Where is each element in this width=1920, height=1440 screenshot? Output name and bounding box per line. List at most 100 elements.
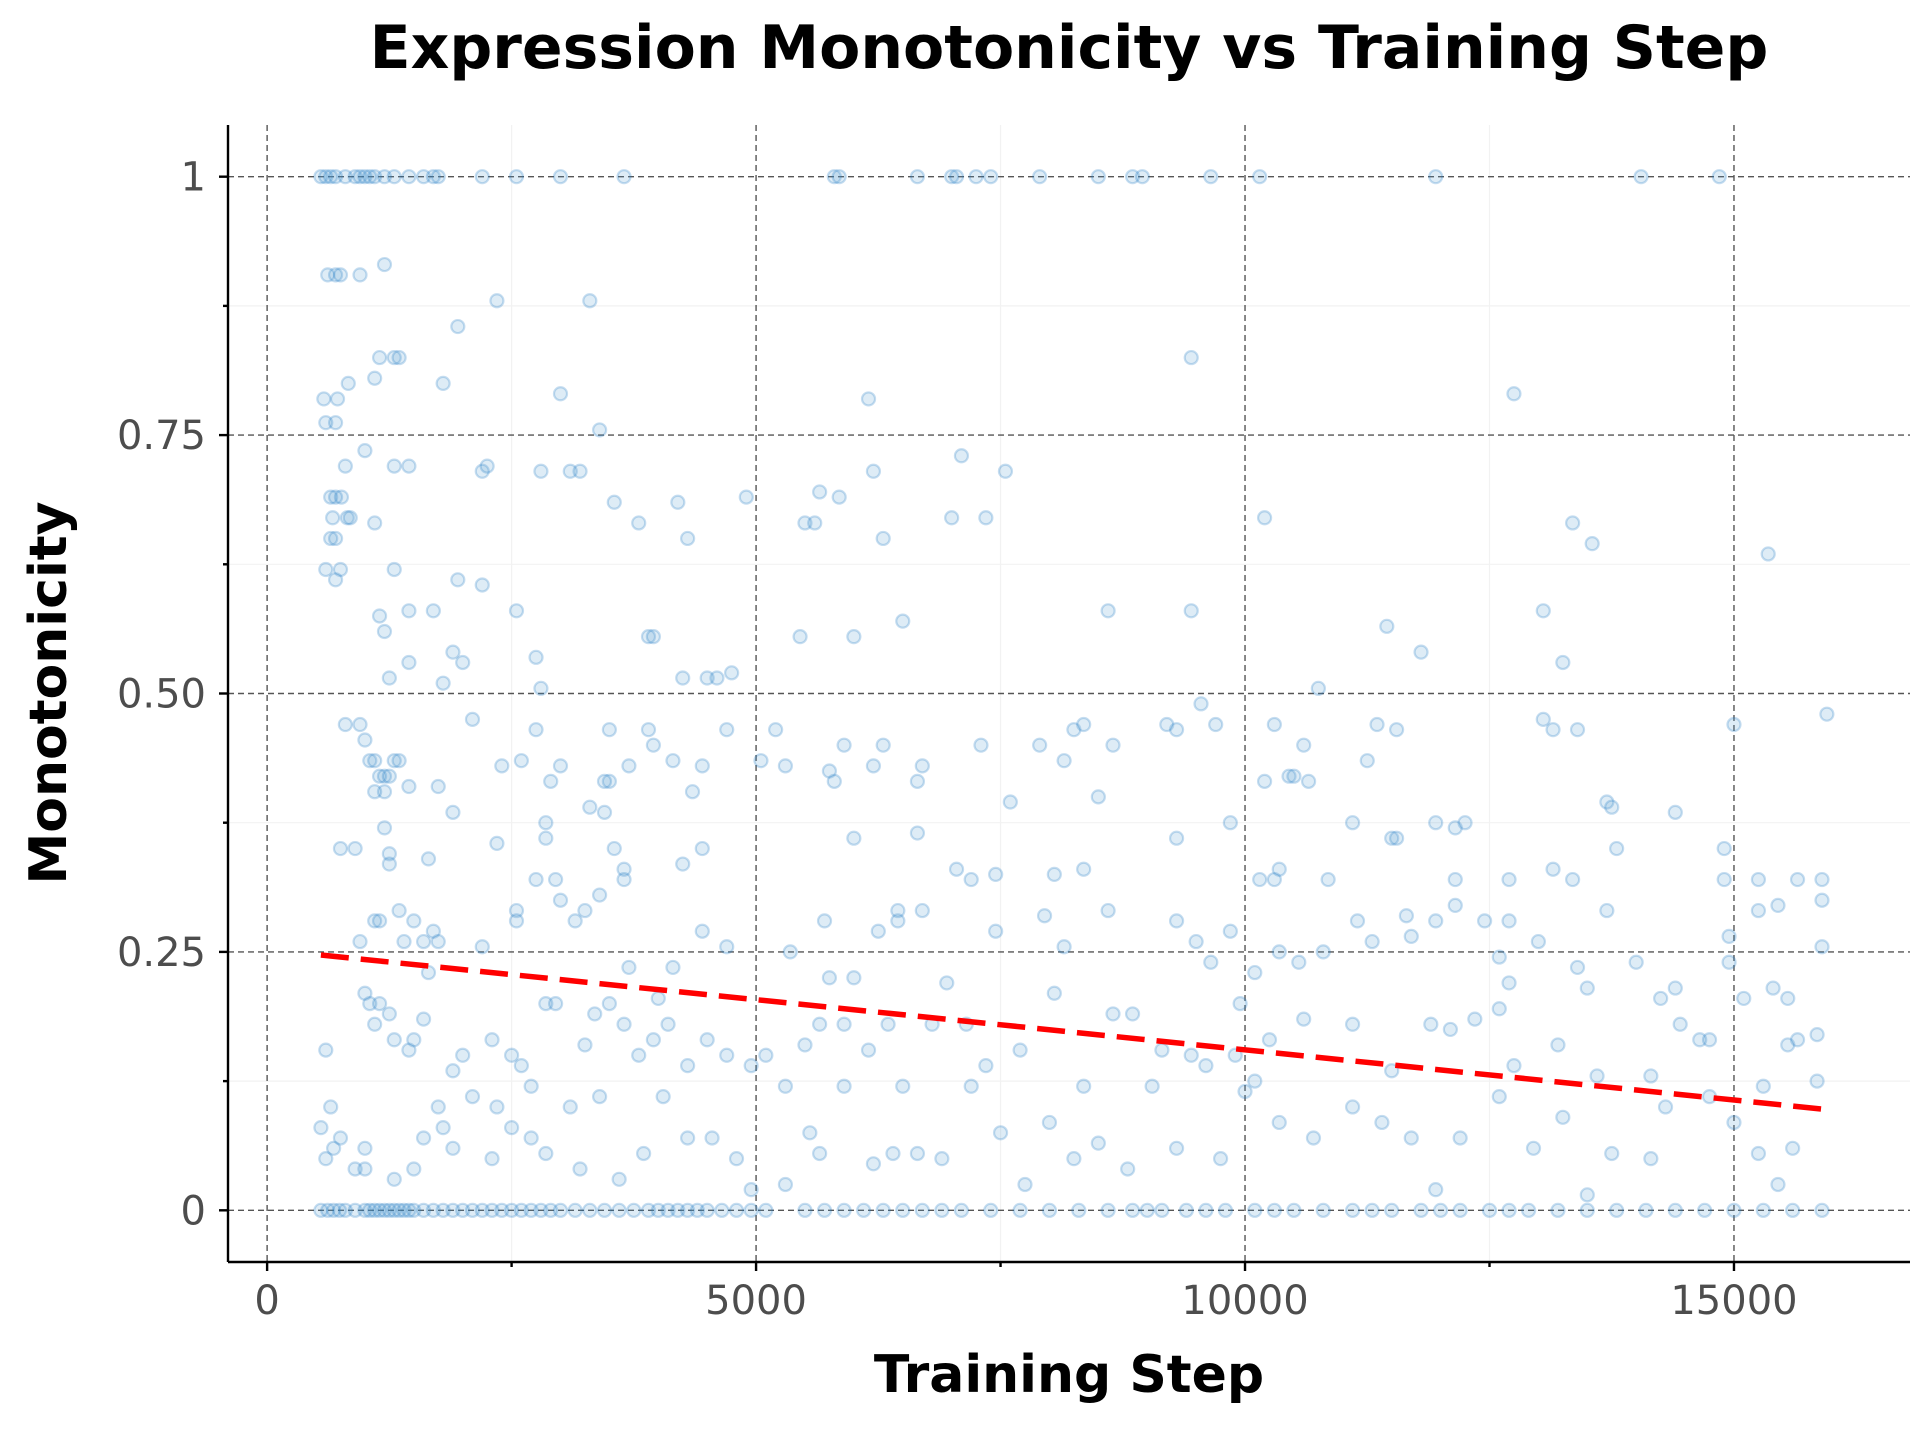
data-point <box>489 835 505 851</box>
data-point <box>1076 861 1092 877</box>
data-point <box>1222 815 1238 831</box>
data-point <box>352 267 368 283</box>
data-point <box>1296 737 1312 753</box>
data-point <box>1599 794 1615 810</box>
data-point <box>320 1202 336 1218</box>
data-point <box>1344 1099 1361 1115</box>
data-point <box>909 773 926 789</box>
data-point <box>474 463 490 479</box>
data-point <box>997 463 1014 479</box>
data-point <box>1653 990 1669 1007</box>
data-point <box>1090 1135 1106 1151</box>
data-point <box>352 169 368 185</box>
data-point <box>582 1202 598 1218</box>
data-point <box>1726 1114 1742 1131</box>
data-point <box>420 851 437 867</box>
data-point <box>1750 1145 1767 1162</box>
data-point <box>401 1202 417 1218</box>
data-point <box>812 484 828 500</box>
data-point <box>601 995 617 1012</box>
data-point <box>1545 722 1561 738</box>
data-point <box>1090 169 1106 185</box>
data-point <box>513 753 529 769</box>
data-point <box>611 1171 627 1187</box>
data-point <box>724 665 740 681</box>
data-point <box>528 722 544 738</box>
x-tick-label: 5000 <box>705 1278 807 1324</box>
data-point <box>1530 933 1546 950</box>
data-point <box>582 799 598 815</box>
data-point <box>1491 1001 1507 1017</box>
data-point <box>694 758 710 774</box>
data-point <box>880 1016 896 1032</box>
data-point <box>1384 830 1400 846</box>
data-point <box>406 1032 422 1048</box>
data-point <box>1697 1202 1713 1218</box>
data-point <box>1247 1073 1263 1089</box>
data-point <box>909 825 926 841</box>
data-point <box>846 830 862 846</box>
data-point <box>836 1078 852 1094</box>
data-point <box>401 169 417 185</box>
data-point <box>552 758 569 774</box>
data-point <box>699 1032 715 1048</box>
data-point <box>329 391 346 407</box>
data-point <box>1506 1058 1522 1074</box>
data-point <box>1222 923 1238 939</box>
data-point <box>1183 349 1199 366</box>
data-point <box>719 722 735 738</box>
data-point <box>1208 716 1224 733</box>
data-point <box>1750 871 1767 888</box>
data-point <box>1398 908 1414 924</box>
data-point <box>1481 1202 1498 1218</box>
data-point <box>836 1016 852 1032</box>
data-point <box>812 1016 828 1032</box>
data-point <box>616 871 632 888</box>
data-point <box>621 959 637 976</box>
data-point <box>415 169 432 185</box>
data-point <box>601 722 617 738</box>
data-point <box>826 773 842 789</box>
data-point <box>552 892 569 908</box>
data-point <box>675 856 691 872</box>
data-point <box>415 1011 432 1027</box>
data-point <box>401 778 417 795</box>
data-point <box>650 1202 666 1218</box>
data-point <box>1814 871 1830 888</box>
data-point <box>1168 722 1185 738</box>
data-point <box>415 933 432 950</box>
data-point <box>396 1202 412 1218</box>
data-point <box>327 169 344 185</box>
data-point <box>1168 830 1185 846</box>
data-point <box>812 1145 828 1162</box>
data-point <box>357 985 373 1001</box>
y-tick-label: 0.50 <box>117 672 206 718</box>
data-point <box>616 861 632 877</box>
data-point <box>1442 1021 1458 1038</box>
data-point <box>547 995 564 1012</box>
data-point <box>709 670 725 686</box>
data-point <box>689 1202 705 1218</box>
data-point <box>425 923 441 939</box>
data-point <box>523 1130 539 1146</box>
data-point <box>1100 1202 1116 1218</box>
data-point <box>1105 1006 1121 1022</box>
data-point <box>1589 1068 1605 1084</box>
data-point <box>347 169 363 185</box>
data-point <box>406 1161 422 1177</box>
data-point <box>626 1202 642 1218</box>
data-point <box>699 1202 715 1218</box>
data-point <box>323 1099 339 1115</box>
data-point <box>381 670 397 686</box>
data-point <box>503 1120 520 1136</box>
data-point <box>1604 1145 1620 1162</box>
data-point <box>909 1145 926 1162</box>
data-point <box>1388 830 1405 846</box>
data-point <box>1765 980 1781 996</box>
y-tick-label: 0 <box>181 1188 206 1234</box>
data-point <box>1266 1202 1282 1218</box>
data-point <box>1134 169 1150 185</box>
data-point <box>1711 169 1727 185</box>
data-point <box>909 169 926 185</box>
